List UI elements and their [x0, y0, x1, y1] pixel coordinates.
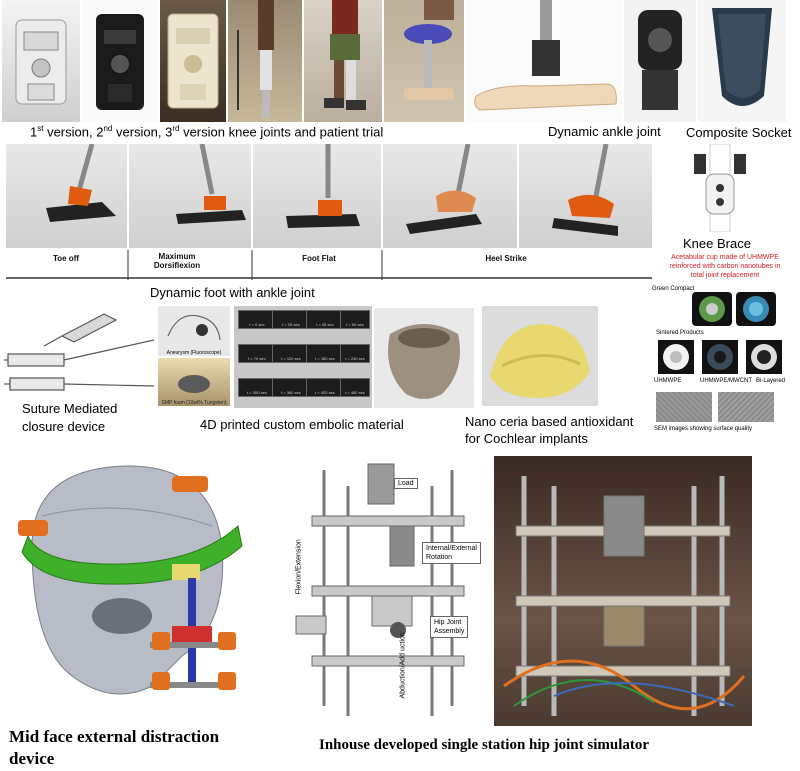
suture-caption-1: Suture Mediated	[22, 401, 118, 416]
phase-heel-strike: Heel Strike	[485, 254, 527, 263]
smp-label: SMP foam (10wt% Tungsten)	[161, 400, 227, 406]
timelapse-tile: t = 35 sec	[306, 310, 344, 329]
embolic-3d-print-photo	[374, 308, 474, 408]
sem-image-2	[718, 392, 774, 422]
knee-joint-v3-photo	[160, 0, 226, 122]
knee-joint-v2-photo	[82, 0, 158, 122]
gait-sequence-strip	[6, 144, 652, 248]
timelapse-tile: t = 180 sec	[306, 344, 344, 363]
mid-face-caption-2: device	[9, 749, 55, 768]
embolic-aneurysm-image: Aneurysm (Fluoroscope)	[158, 306, 230, 356]
dynamic-foot-caption: Dynamic foot with ankle joint	[150, 285, 315, 300]
green-compact-image	[692, 292, 732, 326]
patient-trial-photo-3	[384, 0, 464, 122]
patient-trial-photo-1	[228, 0, 302, 122]
sem-caption: SEM images showing surface quality	[654, 426, 753, 432]
timelapse-tile: t = 70 sec	[238, 344, 276, 363]
aneurysm-label: Aneurysm (Fluoroscope)	[166, 350, 222, 356]
hip-simulator-photo	[494, 456, 752, 726]
timelapse-tile: t = 25 sec	[272, 310, 310, 329]
gait-phase-axis: Toe off Maximum Dorsiflexion Foot Flat H…	[6, 250, 652, 282]
phase-foot-flat: Foot Flat	[302, 254, 336, 263]
hip-assembly-label: Hip Joint Assembly	[430, 616, 469, 638]
load-label: Load	[394, 478, 418, 489]
mid-face-caption-1: Mid face external distraction	[9, 727, 220, 746]
timelapse-tile: t = 240 sec	[340, 344, 370, 363]
suture-device-illustration	[4, 306, 155, 402]
composite-socket-caption: Composite Socket	[686, 125, 792, 140]
mid-face-device-render	[2, 456, 266, 722]
hip-simulator-caption: Inhouse developed single station hip joi…	[319, 737, 650, 753]
cup-mwcnt-image	[702, 340, 738, 374]
acetabular-title-3: total joint replacement	[690, 272, 760, 279]
timelapse-tile: t = 0 sec	[238, 310, 276, 329]
cup-uhmwpe-image	[658, 340, 694, 374]
dynamic-ankle-caption: Dynamic ankle joint	[548, 124, 661, 139]
timelapse-tile: t = 120 sec	[272, 344, 310, 363]
knee-brace-caption: Knee Brace	[683, 236, 751, 251]
embolic-caption: 4D printed custom embolic material	[200, 417, 404, 432]
dynamic-ankle-photo	[466, 0, 622, 122]
abduction-label: Abduction/Add uction	[399, 632, 407, 699]
green-compact-label: Green Compact	[652, 286, 695, 292]
sintered-products-label: Sintered Products	[656, 330, 704, 336]
sem-image-1	[656, 392, 712, 422]
cup-bilayered-image	[746, 340, 782, 374]
suture-caption-2: closure device	[22, 419, 106, 434]
patient-trial-photo-2	[304, 0, 382, 122]
acetabular-title-2: reinforced with carbon nanotubes in	[669, 263, 781, 270]
nano-ceria-photo	[482, 306, 598, 406]
phase-max-dorsiflexion: Maximum Dorsiflexion	[153, 252, 201, 270]
timelapse-tile: t = 360 sec	[272, 378, 310, 397]
bilayered-label: Bi-Layered	[756, 378, 786, 384]
acetabular-title-1: Acetabular cup made of UHMWPE	[671, 254, 779, 261]
knee-versions-caption: 1st version, 2nd version, 3rd version kn…	[30, 124, 384, 140]
nano-ceria-caption-2: for Cochlear implants	[465, 431, 588, 446]
uhmwpe-label: UHMWPE	[654, 378, 682, 384]
knee-joint-v1-photo	[2, 0, 80, 122]
rotation-label: Internal/External Rotation	[422, 542, 481, 564]
acetabular-cup-panel: Acetabular cup made of UHMWPE reinforced…	[652, 254, 798, 450]
timelapse-tile: t = 300 sec	[238, 378, 276, 397]
uhmwpe-mwcnt-label: UHMWPE/MWCNT	[700, 378, 752, 384]
embolic-timelapse-grid: t = 0 sec t = 25 sec t = 35 sec t = 50 s…	[234, 306, 372, 408]
nano-ceria-caption-1: Nano ceria based antioxidant	[465, 414, 634, 429]
hip-simulator-diagram: Load Internal/External Rotation Flexion/E…	[282, 456, 492, 726]
timelapse-tile: t = 480 sec	[340, 378, 370, 397]
timelapse-tile: t = 50 sec	[340, 310, 370, 329]
timelapse-tile: t = 420 sec	[306, 378, 344, 397]
phase-toe-off: Toe off	[52, 254, 80, 263]
dynamic-ankle-photo-2	[624, 0, 696, 122]
knee-brace-photo	[694, 144, 746, 232]
flexion-label: Flexion/Extension	[295, 539, 303, 595]
green-compact-image-2	[736, 292, 776, 326]
embolic-smp-image: SMP foam (10wt% Tungsten)	[158, 358, 230, 406]
composite-socket-photo	[698, 0, 786, 122]
